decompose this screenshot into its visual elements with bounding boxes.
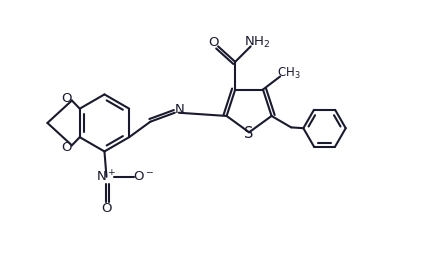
Text: O$^-$: O$^-$ [132,170,154,183]
Text: N: N [175,103,185,116]
Text: NH$_2$: NH$_2$ [244,35,270,50]
Text: O: O [101,202,112,215]
Text: N$^+$: N$^+$ [96,169,117,184]
Text: S: S [244,126,254,141]
Text: CH$_3$: CH$_3$ [277,66,301,81]
Text: O: O [62,92,72,105]
Text: O: O [208,36,219,49]
Text: O: O [62,141,72,154]
